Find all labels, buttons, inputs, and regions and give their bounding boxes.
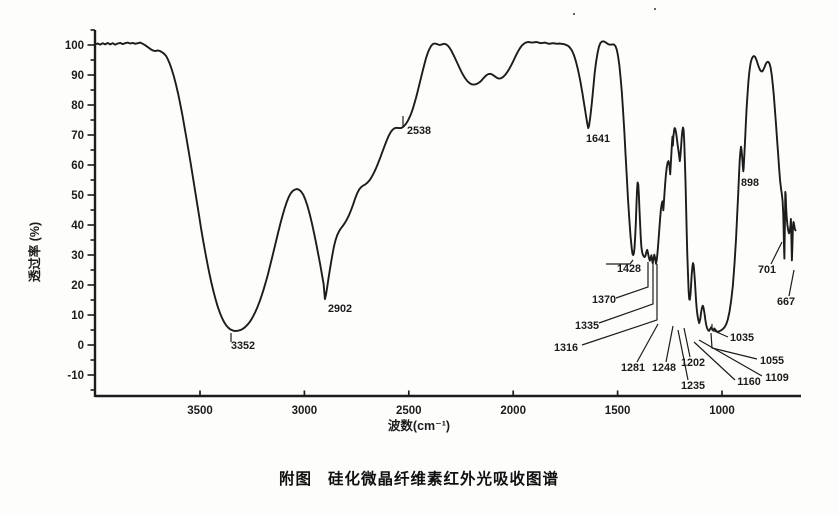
y-tick-label: 90	[71, 70, 84, 82]
x-tick-label: 1000	[709, 405, 735, 417]
peak-label: 1370	[592, 294, 616, 306]
x-tick-label: 2000	[500, 405, 526, 417]
peak-label: 701	[758, 264, 776, 276]
y-tick-label: -10	[67, 370, 84, 382]
peak-label: 1248	[652, 362, 676, 374]
y-tick-label: 50	[71, 190, 84, 202]
x-tick-label: 3000	[292, 405, 318, 417]
peak-leader-line	[683, 327, 691, 358]
peak-leader-line	[677, 329, 689, 381]
peak-leader-line	[711, 324, 729, 338]
peak-label: 1055	[760, 355, 784, 367]
peak-leader-line	[665, 325, 674, 363]
y-tick-label: 0	[78, 340, 84, 352]
peak-leader-line	[710, 332, 758, 360]
peak-label: 2538	[407, 125, 431, 137]
peak-leader-line	[615, 262, 649, 299]
peak-leader-line	[770, 241, 783, 265]
y-tick-label: 70	[71, 130, 84, 142]
peak-leader-line	[606, 259, 634, 265]
caption-title: 硅化微晶纤维素红外光吸收图谱	[328, 471, 560, 488]
caption-prefix: 附图	[278, 471, 312, 488]
x-axis-label: 波数(cm⁻¹)	[388, 418, 450, 433]
y-tick-label: 80	[71, 100, 84, 112]
y-axis-label: 透过率 (%)	[27, 222, 42, 282]
x-tick-label: 2500	[396, 405, 422, 417]
peak-label: 1160	[737, 376, 760, 388]
peak-label: 1035	[730, 332, 754, 344]
peak-leader-line	[581, 264, 658, 346]
peak-leader-line	[788, 269, 795, 297]
y-tick-label: 100	[65, 40, 84, 52]
peak-label: 2902	[328, 303, 352, 315]
peak-label: 1202	[681, 357, 705, 369]
figure-caption: 附图 硅化微晶纤维素红外光吸收图谱	[0, 467, 838, 489]
y-tick-label: 30	[71, 250, 84, 262]
y-tick-label: 60	[71, 160, 84, 172]
peak-label: 1316	[554, 342, 578, 354]
y-tick-label: 10	[71, 310, 84, 322]
peak-leader-line	[636, 323, 659, 363]
x-tick-label: 3500	[187, 405, 213, 417]
peak-label: 1641	[586, 133, 610, 145]
peak-leader-line	[698, 339, 763, 377]
peak-label: 1335	[575, 320, 599, 332]
peak-label: 1281	[621, 362, 645, 374]
spectrum-curve	[94, 40, 797, 333]
peak-label: 1428	[617, 263, 641, 275]
scan-speckle	[572, 12, 576, 16]
peak-label: 3352	[231, 340, 255, 352]
y-tick-label: 20	[71, 280, 84, 292]
x-tick-label: 1500	[605, 405, 631, 417]
peak-leader-line	[693, 341, 736, 381]
peak-label: 898	[741, 177, 759, 189]
scan-speckle	[653, 7, 657, 11]
peak-leader-line	[598, 262, 654, 324]
peak-label: 1109	[765, 372, 788, 384]
y-tick-label: 40	[71, 220, 84, 232]
peak-label: 667	[777, 296, 795, 308]
peak-label: 1235	[681, 380, 705, 392]
